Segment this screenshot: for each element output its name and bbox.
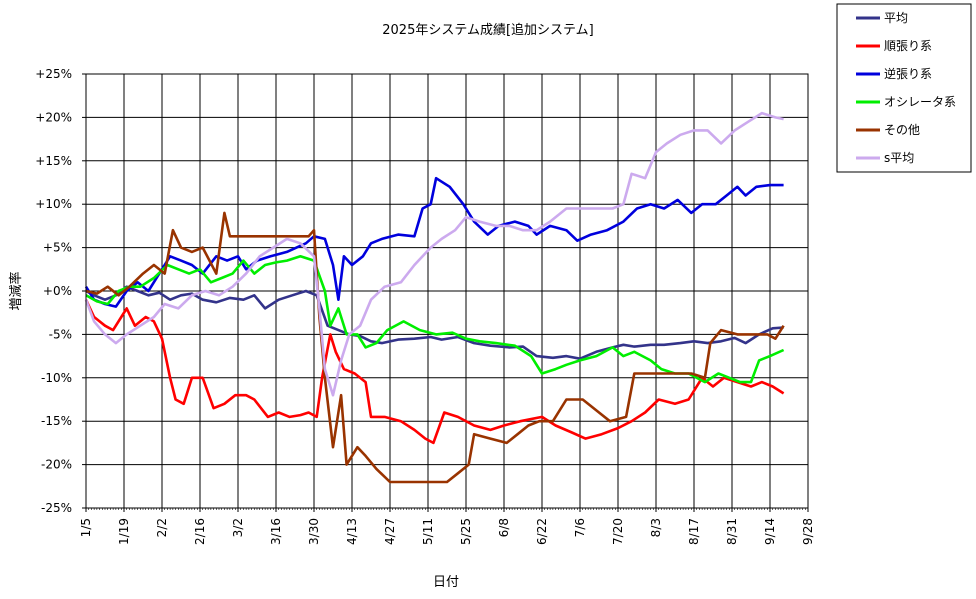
series-line-gyakubari <box>84 176 784 308</box>
x-tick-label: 3/2 <box>231 518 245 537</box>
y-tick-label: +5% <box>43 241 72 255</box>
series-line-heikin <box>85 285 784 361</box>
x-tick-label: 8/31 <box>725 518 739 545</box>
legend-box <box>836 3 972 173</box>
x-tick-label: 3/16 <box>269 518 283 545</box>
x-tick-label: 7/20 <box>611 518 625 545</box>
y-tick-label: +25% <box>35 67 72 81</box>
x-tick-label: 2/16 <box>193 518 207 545</box>
y-tick-label: +20% <box>35 110 72 124</box>
x-tick-label: 8/3 <box>649 518 663 537</box>
x-tick-label: 6/22 <box>535 518 549 545</box>
x-axis-ticks: 1/5 1/19 2/2 2/16 3/2 3/16 3/30 4/13 4/27 5/11 5/2… <box>79 508 815 545</box>
y-tick-label: -20% <box>41 458 72 472</box>
x-tick-label: 9/28 <box>801 518 815 545</box>
y-tick-label: +10% <box>35 197 72 211</box>
y-axis-title: 増減率 <box>8 271 24 310</box>
series-line-s-heikin <box>84 111 784 397</box>
x-tick-label: 1/19 <box>117 518 131 545</box>
x-tick-label: 9/14 <box>763 518 777 545</box>
series-line-sonota <box>85 211 785 484</box>
series-line-junbari <box>84 299 785 445</box>
y-tick-label: +15% <box>35 154 72 168</box>
y-tick-label: -25% <box>41 501 72 515</box>
x-tick-label: 6/8 <box>497 518 511 537</box>
plot-frame <box>85 73 809 509</box>
legend-label-sonota: その他 <box>884 123 920 137</box>
y-tick-label: +0% <box>43 284 72 298</box>
x-tick-label: 4/13 <box>345 518 359 545</box>
legend-label-heikin: 平均 <box>884 11 908 25</box>
y-tick-label: -10% <box>41 371 72 385</box>
x-tick-label: 3/30 <box>307 518 321 545</box>
series-group <box>84 111 785 484</box>
x-tick-label: 5/25 <box>459 518 473 545</box>
x-tick-label: 1/5 <box>79 518 93 537</box>
x-axis-title: 日付 <box>433 575 459 590</box>
x-tick-label: 7/6 <box>573 518 587 537</box>
series-line-oscillator <box>85 254 785 384</box>
y-tick-label: -5% <box>49 327 72 341</box>
x-tick-label: 8/17 <box>687 518 701 545</box>
legend-label-junbari: 順張り系 <box>884 39 932 53</box>
x-tick-label: 2/2 <box>155 518 169 537</box>
legend-label-gyakubari: 逆張り系 <box>884 66 932 81</box>
legend-label-oscillator: オシレータ系 <box>884 95 956 109</box>
x-tick-label: 4/27 <box>383 518 397 545</box>
x-tick-label: 5/11 <box>421 518 435 545</box>
legend-label-s-heikin: s平均 <box>884 151 914 165</box>
y-tick-label: -15% <box>41 414 72 428</box>
chart-title: 2025年システム成績[追加システム] <box>382 22 593 38</box>
y-axis-ticks: +25% +20% +15% +10% +5% +0% -5% -10% -15% -20% -25… <box>35 67 86 515</box>
